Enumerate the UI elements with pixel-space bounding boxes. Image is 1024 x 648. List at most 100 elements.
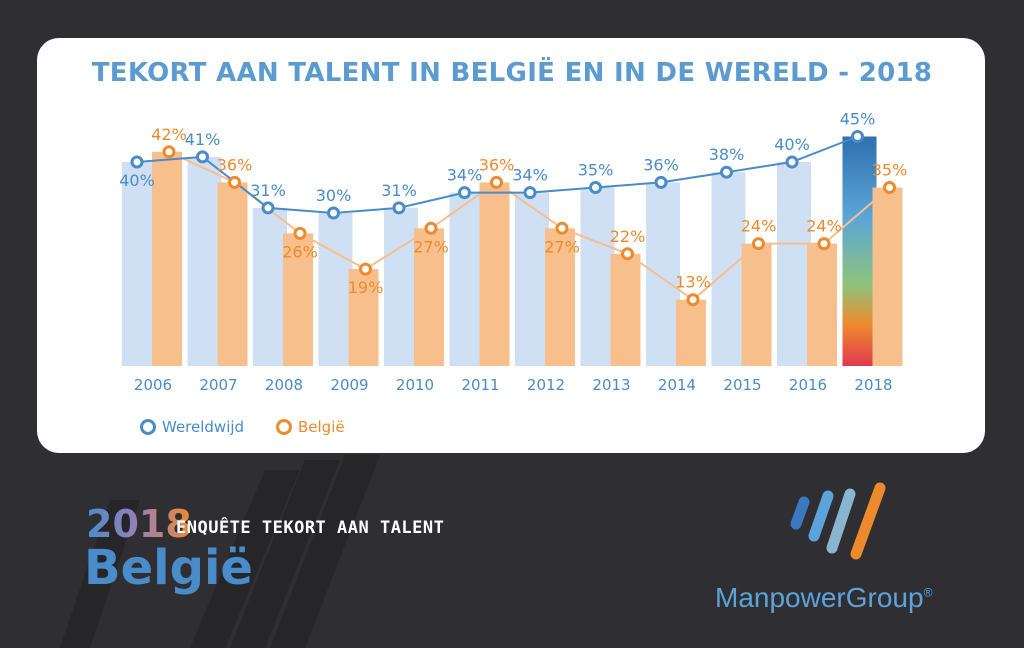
data-label-wereldwijd: 40% bbox=[774, 135, 810, 154]
bar-wereldwijd-2011 bbox=[449, 192, 484, 366]
bar-wereldwijd-2016 bbox=[777, 162, 811, 366]
registered-mark: ® bbox=[923, 585, 933, 600]
point-wereldwijd-2010 bbox=[392, 201, 406, 215]
data-label-wereldwijd: 38% bbox=[709, 145, 745, 164]
data-label-belgie: 42% bbox=[151, 125, 187, 144]
data-label-belgie: 36% bbox=[479, 155, 515, 174]
bar-wereldwijd-2018 bbox=[842, 136, 877, 366]
bar-wereldwijd-2008 bbox=[253, 207, 287, 366]
data-label-belgie: 24% bbox=[806, 217, 842, 236]
point-belgie-2013 bbox=[621, 247, 634, 261]
x-tick-label: 2015 bbox=[723, 376, 761, 394]
bar-wereldwijd-2014 bbox=[646, 182, 680, 366]
data-label-belgie: 22% bbox=[610, 227, 646, 246]
bar-belgie-2015 bbox=[741, 243, 772, 366]
point-belgie-2014 bbox=[686, 293, 700, 307]
data-label-wereldwijd: 35% bbox=[578, 161, 614, 180]
data-label-wereldwijd: 40% bbox=[119, 171, 155, 190]
survey-year: 2018 bbox=[86, 502, 192, 546]
legend-item-belgie: België bbox=[276, 418, 345, 436]
data-label-wereldwijd: 34% bbox=[512, 166, 548, 185]
legend-label: België bbox=[298, 418, 345, 436]
bar-belgie-2011 bbox=[479, 182, 510, 366]
point-wereldwijd-2015 bbox=[720, 165, 733, 179]
bar-belgie-2018 bbox=[872, 187, 903, 366]
data-label-wereldwijd: 31% bbox=[381, 181, 417, 200]
data-label-belgie: 19% bbox=[348, 278, 384, 297]
point-wereldwijd-2012 bbox=[523, 186, 537, 200]
point-belgie-2006 bbox=[162, 145, 176, 159]
line-wereldwijd bbox=[136, 135, 858, 215]
point-wereldwijd-2008 bbox=[261, 201, 275, 215]
point-wereldwijd-2007 bbox=[196, 150, 209, 164]
bar-belgie-2010 bbox=[414, 228, 444, 366]
x-tick-label: 2007 bbox=[199, 376, 237, 394]
x-tick-label: 2012 bbox=[527, 376, 565, 394]
bar-wereldwijd-2009 bbox=[318, 213, 353, 366]
company-name-text: ManpowerGroup bbox=[715, 582, 924, 613]
x-tick-label: 2009 bbox=[330, 376, 368, 394]
bar-belgie-2016 bbox=[807, 243, 837, 366]
point-belgie-2007 bbox=[228, 175, 241, 189]
data-label-wereldwijd: 30% bbox=[316, 186, 352, 205]
data-label-belgie: 27% bbox=[413, 237, 449, 256]
x-tick-label: 2008 bbox=[265, 376, 303, 394]
bar-belgie-2008 bbox=[283, 233, 313, 366]
point-belgie-2015 bbox=[752, 237, 765, 251]
x-tick-label: 2006 bbox=[134, 376, 172, 394]
bar-belgie-2007 bbox=[217, 182, 248, 366]
x-tick-label: 2013 bbox=[592, 376, 630, 394]
x-tick-label: 2016 bbox=[789, 376, 827, 394]
bar-wereldwijd-2006 bbox=[122, 162, 156, 366]
bar-wereldwijd-2013 bbox=[580, 187, 615, 366]
data-label-belgie: 26% bbox=[282, 242, 318, 261]
data-label-belgie: 24% bbox=[741, 217, 777, 236]
chart-title: TEKORT AAN TALENT IN BELGIË EN IN DE WER… bbox=[91, 58, 933, 88]
point-belgie-2011 bbox=[490, 175, 503, 189]
point-belgie-2012 bbox=[555, 221, 569, 235]
company-name: ManpowerGroup® bbox=[715, 582, 932, 614]
bar-belgie-2012 bbox=[545, 228, 575, 366]
point-wereldwijd-2006 bbox=[130, 155, 144, 169]
point-wereldwijd-2018 bbox=[851, 130, 864, 143]
data-label-wereldwijd: 31% bbox=[250, 181, 286, 200]
data-label-belgie: 13% bbox=[675, 273, 711, 292]
bar-wereldwijd-2010 bbox=[384, 207, 418, 366]
manpowergroup-logo-icon bbox=[790, 482, 886, 560]
point-belgie-2016 bbox=[817, 237, 831, 251]
bar-wereldwijd-2012 bbox=[515, 192, 549, 366]
point-wereldwijd-2011 bbox=[458, 186, 471, 200]
bar-belgie-2013 bbox=[610, 253, 641, 366]
point-belgie-2018 bbox=[883, 181, 896, 194]
x-tick-label: 2014 bbox=[658, 376, 696, 394]
bar-wereldwijd-2007 bbox=[187, 156, 222, 366]
data-label-wereldwijd: 45% bbox=[840, 110, 876, 129]
legend-marker-icon bbox=[276, 419, 292, 435]
point-belgie-2009 bbox=[359, 262, 372, 276]
data-label-wereldwijd: 41% bbox=[185, 130, 221, 149]
point-belgie-2010 bbox=[424, 221, 438, 235]
legend-item-wereldwijd: Wereldwijd bbox=[140, 418, 244, 436]
x-tick-label: 2011 bbox=[461, 376, 499, 394]
line-belgie bbox=[168, 150, 891, 301]
bar-belgie-2009 bbox=[348, 269, 379, 366]
legend-marker-icon bbox=[140, 419, 156, 435]
data-label-belgie: 27% bbox=[544, 237, 580, 256]
point-wereldwijd-2013 bbox=[589, 181, 602, 194]
data-label-wereldwijd: 34% bbox=[447, 166, 483, 185]
point-wereldwijd-2016 bbox=[785, 155, 799, 169]
data-label-belgie: 36% bbox=[217, 155, 253, 174]
survey-subtitle: ENQUÊTE TEKORT AAN TALENT bbox=[176, 518, 445, 538]
x-tick-label: 2018 bbox=[854, 376, 892, 394]
data-label-belgie: 35% bbox=[872, 161, 908, 180]
point-belgie-2008 bbox=[293, 226, 307, 240]
legend-label: Wereldwijd bbox=[162, 418, 245, 436]
point-wereldwijd-2014 bbox=[654, 175, 668, 189]
x-tick-label: 2010 bbox=[396, 376, 434, 394]
bar-belgie-2014 bbox=[676, 299, 706, 366]
survey-country: België bbox=[84, 540, 253, 596]
bar-belgie-2006 bbox=[152, 151, 182, 366]
data-label-wereldwijd: 36% bbox=[643, 155, 679, 174]
